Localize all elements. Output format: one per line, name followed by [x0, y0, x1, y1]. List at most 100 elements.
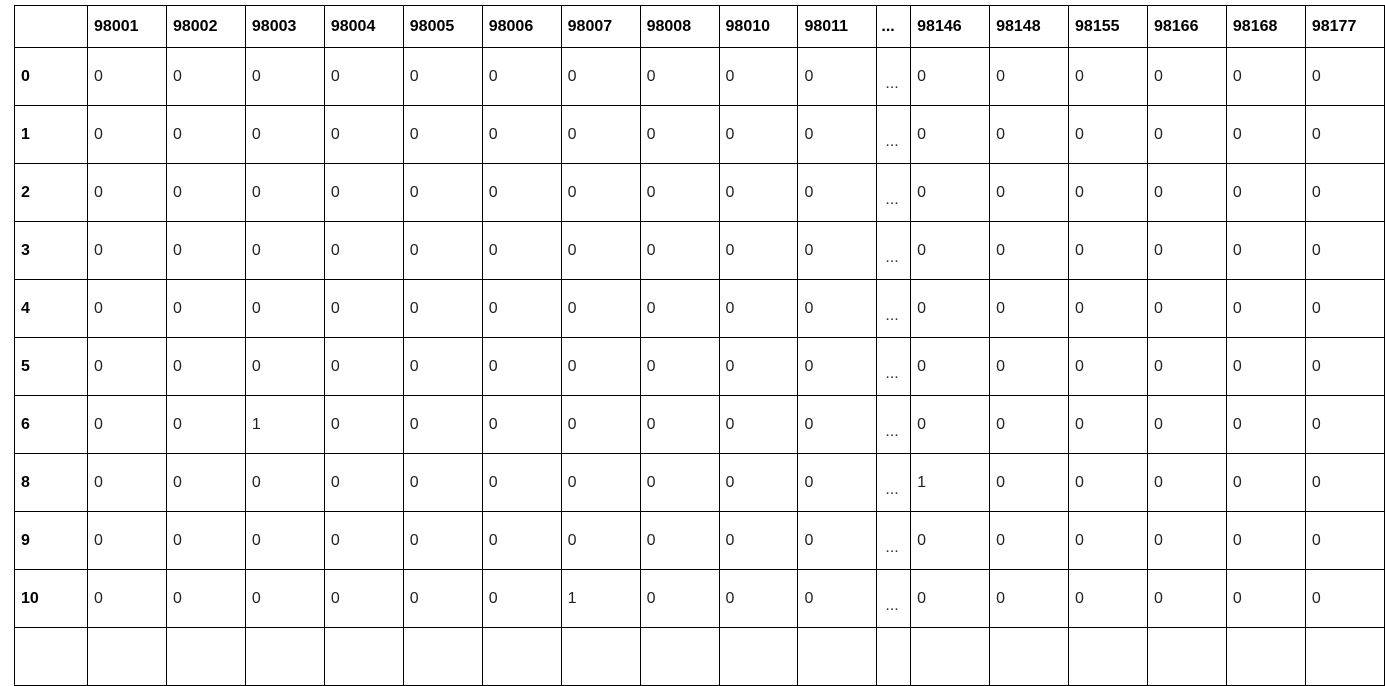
table-cell: 0 [560, 221, 641, 280]
ellipsis-cell: ... [876, 395, 912, 454]
table-cell: 0 [989, 337, 1070, 396]
table-row: 8 0 0 0 0 0 0 0 0 0 0... 1 0 0 0 0 0 [13, 453, 1385, 512]
dataframe-table: 98001 98002 98003 98004 98005 98006 98007 98008… [13, 5, 1385, 686]
table-cell [910, 627, 991, 686]
table-cell: 0 [402, 453, 483, 512]
table-cell: 1 [560, 569, 641, 628]
table-cell: 0 [989, 163, 1070, 222]
row-index: 10 [13, 569, 89, 628]
table-cell: 0 [481, 337, 562, 396]
table-cell: 0 [910, 47, 991, 106]
table-cell: 0 [1146, 105, 1227, 164]
table-cell: 0 [639, 337, 720, 396]
table-cell [797, 627, 878, 686]
column-header: 98002 [165, 5, 246, 48]
table-cell: 0 [989, 105, 1070, 164]
table-cell: 0 [402, 221, 483, 280]
column-header: 98011 [797, 5, 878, 48]
table-cell: 0 [1146, 163, 1227, 222]
table-cell: 0 [1146, 279, 1227, 338]
table-cell [989, 627, 1070, 686]
table-cell: 0 [165, 569, 246, 628]
table-row: 4 0 0 0 0 0 0 0 0 0 0... 0 0 0 0 0 0 [13, 279, 1385, 338]
table-cell: 0 [244, 453, 325, 512]
table-cell [323, 627, 404, 686]
table-cell: 0 [797, 337, 878, 396]
table-cell: 0 [165, 221, 246, 280]
table-cell: 0 [402, 47, 483, 106]
table-cell: 0 [718, 105, 799, 164]
table-cell [244, 627, 325, 686]
column-header: 98005 [402, 5, 483, 48]
row-index [13, 627, 89, 686]
table-cell: 0 [560, 337, 641, 396]
row-index: 2 [13, 163, 89, 222]
column-header: 98007 [560, 5, 641, 48]
table-cell: 0 [402, 569, 483, 628]
table-cell: 0 [323, 511, 404, 570]
table-cell: 0 [910, 279, 991, 338]
table-cell: 0 [244, 511, 325, 570]
table-cell: 0 [244, 163, 325, 222]
table-cell: 0 [481, 511, 562, 570]
ellipsis-cell: ... [876, 105, 912, 164]
row-index: 6 [13, 395, 89, 454]
table-cell [1146, 627, 1227, 686]
table-cell: 0 [718, 47, 799, 106]
table-cell [402, 627, 483, 686]
column-header: 98003 [244, 5, 325, 48]
table-cell: 0 [718, 569, 799, 628]
column-header: 98168 [1225, 5, 1306, 48]
table-cell: 0 [639, 105, 720, 164]
table-cell: 0 [560, 453, 641, 512]
table-row: 9 0 0 0 0 0 0 0 0 0 0... 0 0 0 0 0 0 [13, 511, 1385, 570]
table-cell: 0 [323, 453, 404, 512]
table-cell: 0 [1225, 47, 1306, 106]
table-row: 1 0 0 0 0 0 0 0 0 0 0... 0 0 0 0 0 0 [13, 105, 1385, 164]
ellipsis-cell: ... [876, 511, 912, 570]
column-header: 98001 [87, 5, 167, 48]
table-cell: 0 [165, 163, 246, 222]
column-header: 98010 [718, 5, 799, 48]
table-cell: 0 [639, 395, 720, 454]
table-cell: 0 [1225, 105, 1306, 164]
table-cell: 0 [718, 395, 799, 454]
table-cell: 0 [718, 279, 799, 338]
table-cell: 0 [481, 47, 562, 106]
table-cell: 0 [797, 511, 878, 570]
index-header [13, 5, 89, 48]
table-cell [1225, 627, 1306, 686]
table-cell: 0 [797, 47, 878, 106]
table-cell: 0 [1304, 569, 1385, 628]
table-cell: 0 [481, 279, 562, 338]
table-cell: 0 [989, 279, 1070, 338]
table-cell: 0 [797, 105, 878, 164]
table-cell: 0 [1225, 453, 1306, 512]
table-cell: 0 [87, 511, 167, 570]
table-cell: 0 [1304, 279, 1385, 338]
table-cell: 0 [1225, 221, 1306, 280]
row-index: 0 [13, 47, 89, 106]
table-cell: 0 [165, 47, 246, 106]
table-cell: 0 [1225, 511, 1306, 570]
table-cell: 0 [87, 163, 167, 222]
table-cell: 0 [87, 395, 167, 454]
table-cell: 0 [560, 395, 641, 454]
table-cell: 0 [1304, 105, 1385, 164]
table-cell: 0 [718, 453, 799, 512]
table-cell: 0 [402, 279, 483, 338]
table-cell: 0 [1068, 279, 1148, 338]
table-cell: 0 [1304, 511, 1385, 570]
table-cell: 0 [797, 221, 878, 280]
table-row [13, 627, 1385, 686]
table-cell: 0 [1225, 337, 1306, 396]
ellipsis-cell: ... [876, 163, 912, 222]
table-cell: 0 [1225, 279, 1306, 338]
table-cell: 0 [560, 511, 641, 570]
ellipsis-cell: ... [876, 279, 912, 338]
table-row: 6 0 0 1 0 0 0 0 0 0 0... 0 0 0 0 0 0 [13, 395, 1385, 454]
ellipsis-cell: ... [876, 569, 912, 628]
table-cell: 0 [323, 47, 404, 106]
ellipsis-cell: ... [876, 337, 912, 396]
table-cell: 0 [481, 569, 562, 628]
